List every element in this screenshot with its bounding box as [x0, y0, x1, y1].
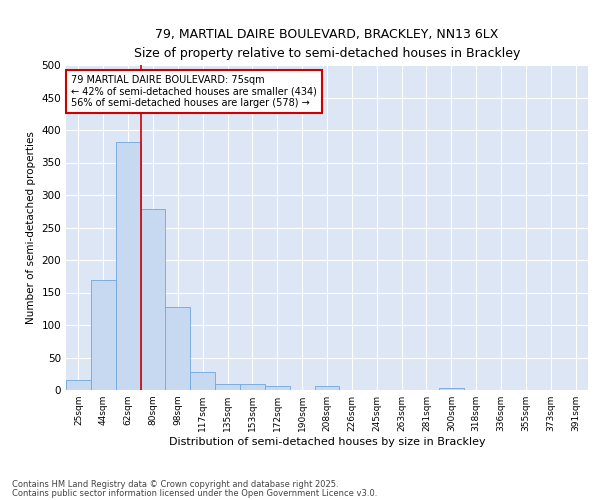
Bar	[314, 386, 340, 390]
Bar	[215, 384, 240, 390]
Title: 79, MARTIAL DAIRE BOULEVARD, BRACKLEY, NN13 6LX
Size of property relative to sem: 79, MARTIAL DAIRE BOULEVARD, BRACKLEY, N…	[134, 28, 520, 60]
Text: Contains HM Land Registry data © Crown copyright and database right 2025.: Contains HM Land Registry data © Crown c…	[12, 480, 338, 489]
Bar	[265, 386, 290, 390]
Bar	[116, 142, 140, 390]
Bar	[166, 307, 190, 390]
Bar	[439, 388, 464, 390]
Bar	[91, 280, 116, 390]
Text: 79 MARTIAL DAIRE BOULEVARD: 75sqm
← 42% of semi-detached houses are smaller (434: 79 MARTIAL DAIRE BOULEVARD: 75sqm ← 42% …	[71, 74, 317, 108]
Text: Contains public sector information licensed under the Open Government Licence v3: Contains public sector information licen…	[12, 490, 377, 498]
Bar	[240, 384, 265, 390]
Bar	[140, 210, 166, 390]
Y-axis label: Number of semi-detached properties: Number of semi-detached properties	[26, 131, 36, 324]
Bar	[66, 380, 91, 390]
Bar	[190, 372, 215, 390]
X-axis label: Distribution of semi-detached houses by size in Brackley: Distribution of semi-detached houses by …	[169, 437, 485, 447]
